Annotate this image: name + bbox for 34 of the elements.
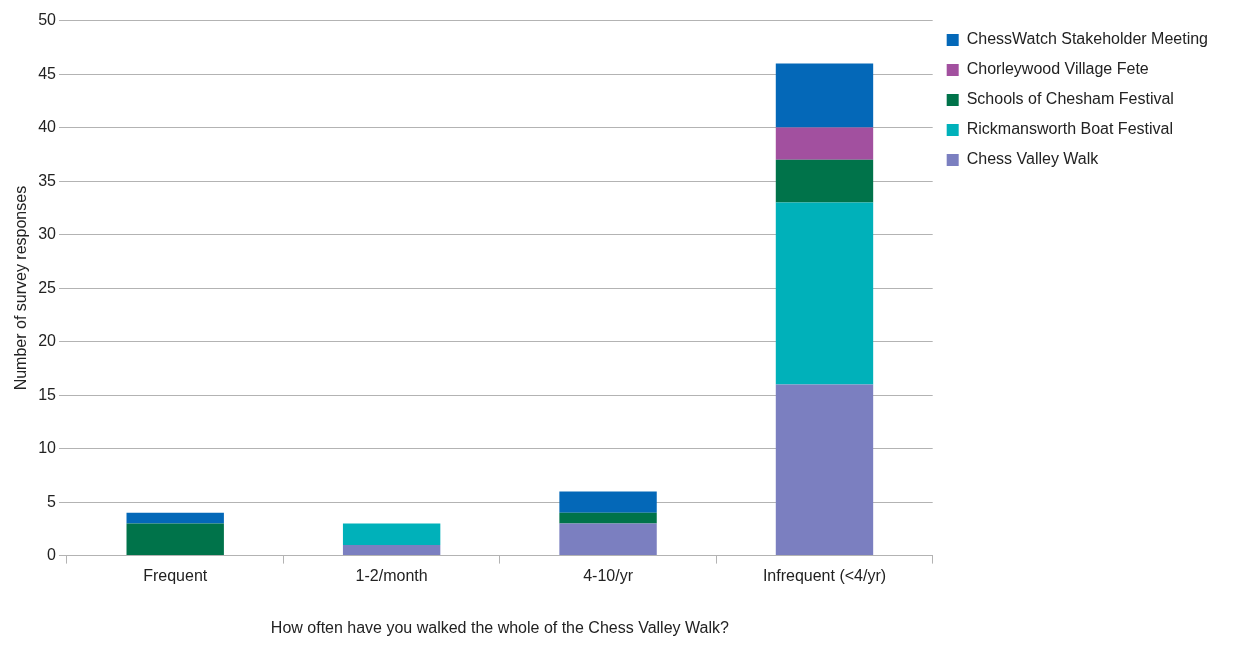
bar [126,512,224,524]
bar [559,491,657,513]
bar [559,523,657,556]
legend-label: Rickmansworth Boat Festival [966,120,1173,138]
y-tick-label: 10 [38,439,57,457]
y-tick-label: 0 [47,546,57,564]
y-tick-label: 50 [38,11,57,29]
x-tick-label: Infrequent (<4/yr) [762,566,887,584]
bar [342,523,441,545]
x-axis-title: How often have you walked the whole of the Chess Valley Walk? [270,618,729,636]
legend-label: Chorleywood Village Fete [966,60,1149,78]
bar [775,63,874,128]
x-tick-label: 1-2/month [355,566,428,584]
y-tick-label: 30 [38,225,57,243]
bar [775,159,874,203]
y-tick-label: 45 [38,64,57,82]
bar [342,544,441,556]
legend-label: Schools of Chesham Festival [966,90,1174,108]
bar [126,523,224,556]
legend-label: ChessWatch Stakeholder Meeting [966,30,1209,48]
bar [775,127,874,160]
bar [775,202,874,385]
y-tick-label: 20 [38,332,57,350]
y-tick-label: 15 [38,385,57,403]
bar [559,512,657,524]
y-tick-label: 40 [38,118,57,136]
y-tick-label: 25 [38,278,57,296]
bar [775,384,874,556]
y-axis-title: Number of survey responses [12,185,30,391]
legend-label: Chess Valley Walk [966,150,1100,168]
y-tick-label: 35 [38,171,57,189]
x-tick-label: 4-10/yr [583,566,634,584]
y-tick-label: 5 [47,492,57,510]
x-tick-label: Frequent [143,566,208,584]
